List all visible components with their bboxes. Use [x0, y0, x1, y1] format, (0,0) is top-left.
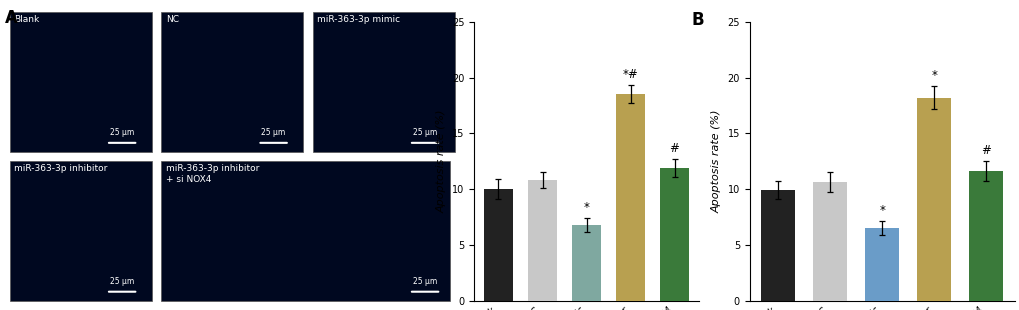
Text: *: *	[878, 204, 884, 217]
Bar	[760, 190, 795, 301]
Bar	[916, 98, 951, 301]
Bar	[812, 182, 847, 301]
Text: 25 μm: 25 μm	[110, 277, 135, 286]
Text: miR-363-3p inhibitor: miR-363-3p inhibitor	[14, 164, 108, 173]
Text: NC: NC	[165, 15, 178, 24]
Text: Blank: Blank	[14, 15, 40, 24]
Text: #: #	[668, 141, 679, 154]
Bar	[161, 12, 304, 152]
Text: 25 μm: 25 μm	[110, 128, 135, 137]
Bar	[484, 189, 513, 301]
Text: 25 μm: 25 μm	[413, 277, 437, 286]
Bar	[659, 168, 688, 301]
Bar	[864, 228, 899, 301]
Bar	[615, 94, 644, 301]
Bar	[313, 12, 454, 152]
Text: *#: *#	[622, 68, 638, 81]
Text: *: *	[583, 201, 589, 214]
Bar	[10, 12, 152, 152]
Text: #: #	[980, 144, 990, 157]
Text: 25 μm: 25 μm	[261, 128, 285, 137]
Text: B: B	[691, 11, 703, 29]
Text: miR-363-3p inhibitor
+ si NOX4: miR-363-3p inhibitor + si NOX4	[165, 164, 259, 184]
Text: 25 μm: 25 μm	[413, 128, 437, 137]
Text: miR-363-3p mimic: miR-363-3p mimic	[317, 15, 399, 24]
Text: *: *	[930, 69, 936, 82]
Bar	[968, 171, 1003, 301]
Bar	[528, 180, 556, 301]
Text: A: A	[5, 9, 18, 27]
Bar	[10, 161, 152, 301]
Y-axis label: Apoptosis rate (%): Apoptosis rate (%)	[711, 109, 721, 213]
Bar	[161, 161, 450, 301]
Bar	[572, 225, 600, 301]
Y-axis label: Apoptosis rate (%): Apoptosis rate (%)	[436, 109, 446, 213]
